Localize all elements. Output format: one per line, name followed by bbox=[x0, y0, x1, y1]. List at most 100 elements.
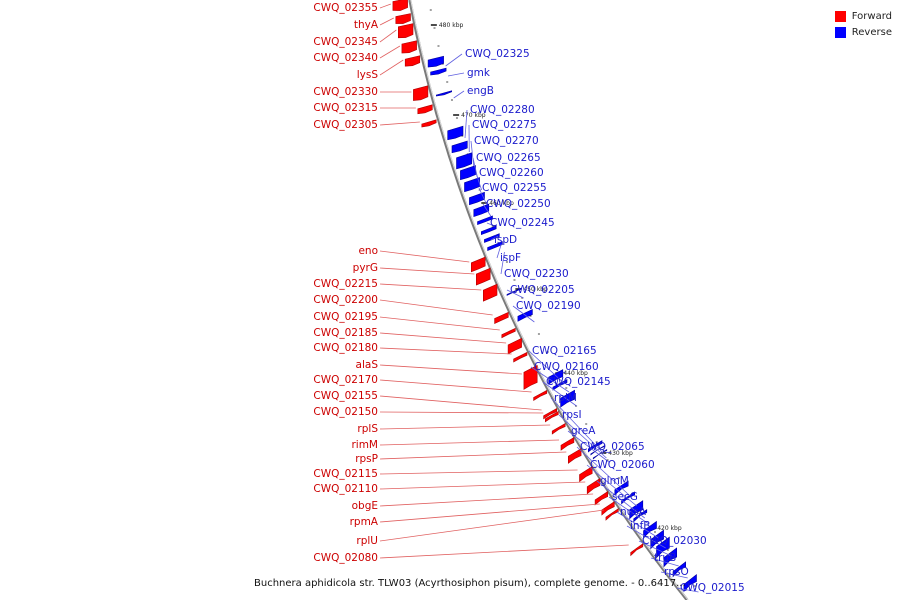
kbp-label: 440 kbp bbox=[563, 370, 588, 377]
label-connector-cwq-02200 bbox=[379, 299, 493, 316]
gene-label-cwq-02205: CWQ_02205 bbox=[510, 284, 575, 296]
gene-label-cwq-02265: CWQ_02265 bbox=[476, 152, 541, 164]
gene-label-rimm: rimM bbox=[351, 439, 378, 451]
gene-label-cwq-02190: CWQ_02190 bbox=[516, 300, 581, 312]
label-connector-cwq-02250 bbox=[482, 203, 492, 217]
label-connector-ispf bbox=[496, 243, 502, 259]
gene-forward-cwq-02080 bbox=[630, 543, 644, 557]
gene-label-engb: engB bbox=[467, 85, 494, 97]
label-connector-thya bbox=[379, 17, 394, 26]
label-connector-cwq-02270 bbox=[470, 140, 475, 167]
kbp-label: 450 kbp bbox=[523, 286, 548, 293]
gene-label-nusa: nusA bbox=[620, 506, 647, 518]
gene-label-cwq-02280: CWQ_02280 bbox=[470, 104, 535, 116]
gene-label-trub: truB bbox=[654, 552, 676, 564]
gene-label-gmk: gmk bbox=[467, 67, 491, 79]
gene-label-cwq-02305: CWQ_02305 bbox=[313, 119, 378, 131]
gene-reverse-engb bbox=[435, 90, 453, 97]
gene-reverse-nusa bbox=[643, 520, 657, 539]
label-connector-cwq-02245 bbox=[486, 222, 495, 227]
gene-label-eno: eno bbox=[358, 245, 378, 257]
gene-reverse-ispd bbox=[480, 225, 497, 236]
gene-forward-cwq-02185 bbox=[507, 337, 522, 355]
label-connector-cwq-02305 bbox=[379, 121, 420, 126]
gene-label-cwq-02185: CWQ_02185 bbox=[313, 327, 378, 339]
gene-label-cwq-02195: CWQ_02195 bbox=[313, 311, 378, 323]
gene-forward-rplu bbox=[605, 508, 619, 521]
gene-forward-rimm bbox=[560, 436, 575, 451]
label-connector-glmm bbox=[596, 480, 646, 519]
label-connector-gmk bbox=[448, 72, 465, 77]
forward-swatch bbox=[834, 10, 846, 22]
label-connector-rplm bbox=[550, 397, 605, 455]
kbp-label: 420 kbp bbox=[657, 525, 682, 532]
label-connector-cwq-02180 bbox=[379, 347, 512, 355]
gene-reverse-cwq-02030 bbox=[656, 536, 670, 559]
gene-label-glmm: glmM bbox=[600, 475, 629, 487]
gene-forward-rpls bbox=[551, 422, 566, 435]
gene-label-cwq-02160: CWQ_02160 bbox=[534, 361, 599, 373]
gene-label-rpsi: rpsI bbox=[562, 409, 582, 421]
label-connector-cwq-02280 bbox=[464, 109, 468, 139]
gene-forward-cwq-02315 bbox=[417, 104, 433, 115]
gene-label-cwq-02315: CWQ_02315 bbox=[313, 102, 378, 114]
gene-forward-alas bbox=[523, 364, 538, 390]
gene-label-rplm: rplM bbox=[554, 392, 577, 404]
label-connector-engb bbox=[453, 90, 465, 99]
gene-reverse-ispf bbox=[484, 233, 500, 243]
gene-label-cwq-02325: CWQ_02325 bbox=[465, 48, 530, 60]
label-connector-cwq-02195 bbox=[379, 316, 500, 331]
label-connector-cwq-02080 bbox=[379, 544, 629, 559]
label-connector-grea bbox=[567, 430, 610, 463]
gene-reverse-cwq-02015 bbox=[683, 573, 697, 593]
gene-forward-cwq-02345 bbox=[397, 23, 414, 39]
gene-label-cwq-02115: CWQ_02115 bbox=[313, 468, 378, 480]
legend-reverse-label: Reverse bbox=[851, 26, 892, 38]
label-connector-cwq-02110 bbox=[379, 481, 586, 490]
gene-reverse-secg bbox=[633, 509, 648, 523]
gene-forward-cwq-02355 bbox=[392, 0, 408, 11]
gene-reverse-cwq-02230 bbox=[487, 241, 503, 251]
gene-reverse-cwq-02265 bbox=[460, 165, 476, 181]
label-connector-cwq-02170 bbox=[379, 379, 532, 393]
label-connector-cwq-02340 bbox=[379, 45, 401, 59]
label-connector-cwq-02255 bbox=[478, 187, 487, 205]
gene-forward-obge bbox=[594, 491, 609, 506]
legend: Forward Reverse bbox=[834, 8, 892, 40]
label-connector-cwq-02160 bbox=[530, 366, 570, 393]
gene-label-rpso: rpsO bbox=[664, 566, 689, 578]
label-connector-rpma bbox=[379, 503, 600, 523]
label-connector-cwq-02150 bbox=[379, 411, 544, 414]
gene-label-cwq-02230: CWQ_02230 bbox=[504, 268, 569, 280]
label-connector-cwq-02215 bbox=[379, 283, 482, 291]
gene-label-cwq-02110: CWQ_02110 bbox=[313, 483, 378, 495]
label-connector-cwq-02355 bbox=[379, 3, 392, 9]
label-connector-eno bbox=[379, 250, 470, 263]
label-connector-rimm bbox=[379, 439, 560, 446]
genome-caption: Buchnera aphidicola str. TLW03 (Acyrthos… bbox=[254, 578, 686, 589]
label-connector-cwq-02345 bbox=[379, 29, 397, 43]
gene-reverse-cwq-02260 bbox=[464, 177, 480, 193]
label-connector-cwq-02115 bbox=[379, 469, 578, 475]
gene-reverse-cwq-02145 bbox=[560, 389, 575, 408]
gene-label-cwq-02165: CWQ_02165 bbox=[532, 345, 597, 357]
label-connector-cwq-02325 bbox=[445, 53, 463, 67]
gene-reverse-cwq-02325 bbox=[427, 55, 444, 68]
label-connector-cwq-02185 bbox=[379, 332, 507, 344]
gene-label-cwq-02355: CWQ_02355 bbox=[313, 2, 378, 14]
kbp-label: 470 kbp bbox=[461, 112, 486, 119]
gene-label-cwq-02080: CWQ_02080 bbox=[313, 552, 378, 564]
label-connector-cwq-02260 bbox=[475, 172, 482, 191]
gene-label-cwq-02275: CWQ_02275 bbox=[472, 119, 537, 131]
gene-label-obge: obgE bbox=[352, 500, 378, 512]
label-connector-rpls bbox=[379, 424, 551, 430]
gene-forward-thya bbox=[395, 13, 411, 24]
gene-label-lyss: lysS bbox=[357, 69, 379, 81]
gene-label-rplu: rplU bbox=[356, 535, 378, 547]
gene-label-rpsp: rpsP bbox=[355, 453, 378, 465]
gene-label-cwq-02065: CWQ_02065 bbox=[580, 441, 645, 453]
gene-label-cwq-02200: CWQ_02200 bbox=[313, 294, 378, 306]
gene-label-alas: alaS bbox=[356, 359, 379, 371]
